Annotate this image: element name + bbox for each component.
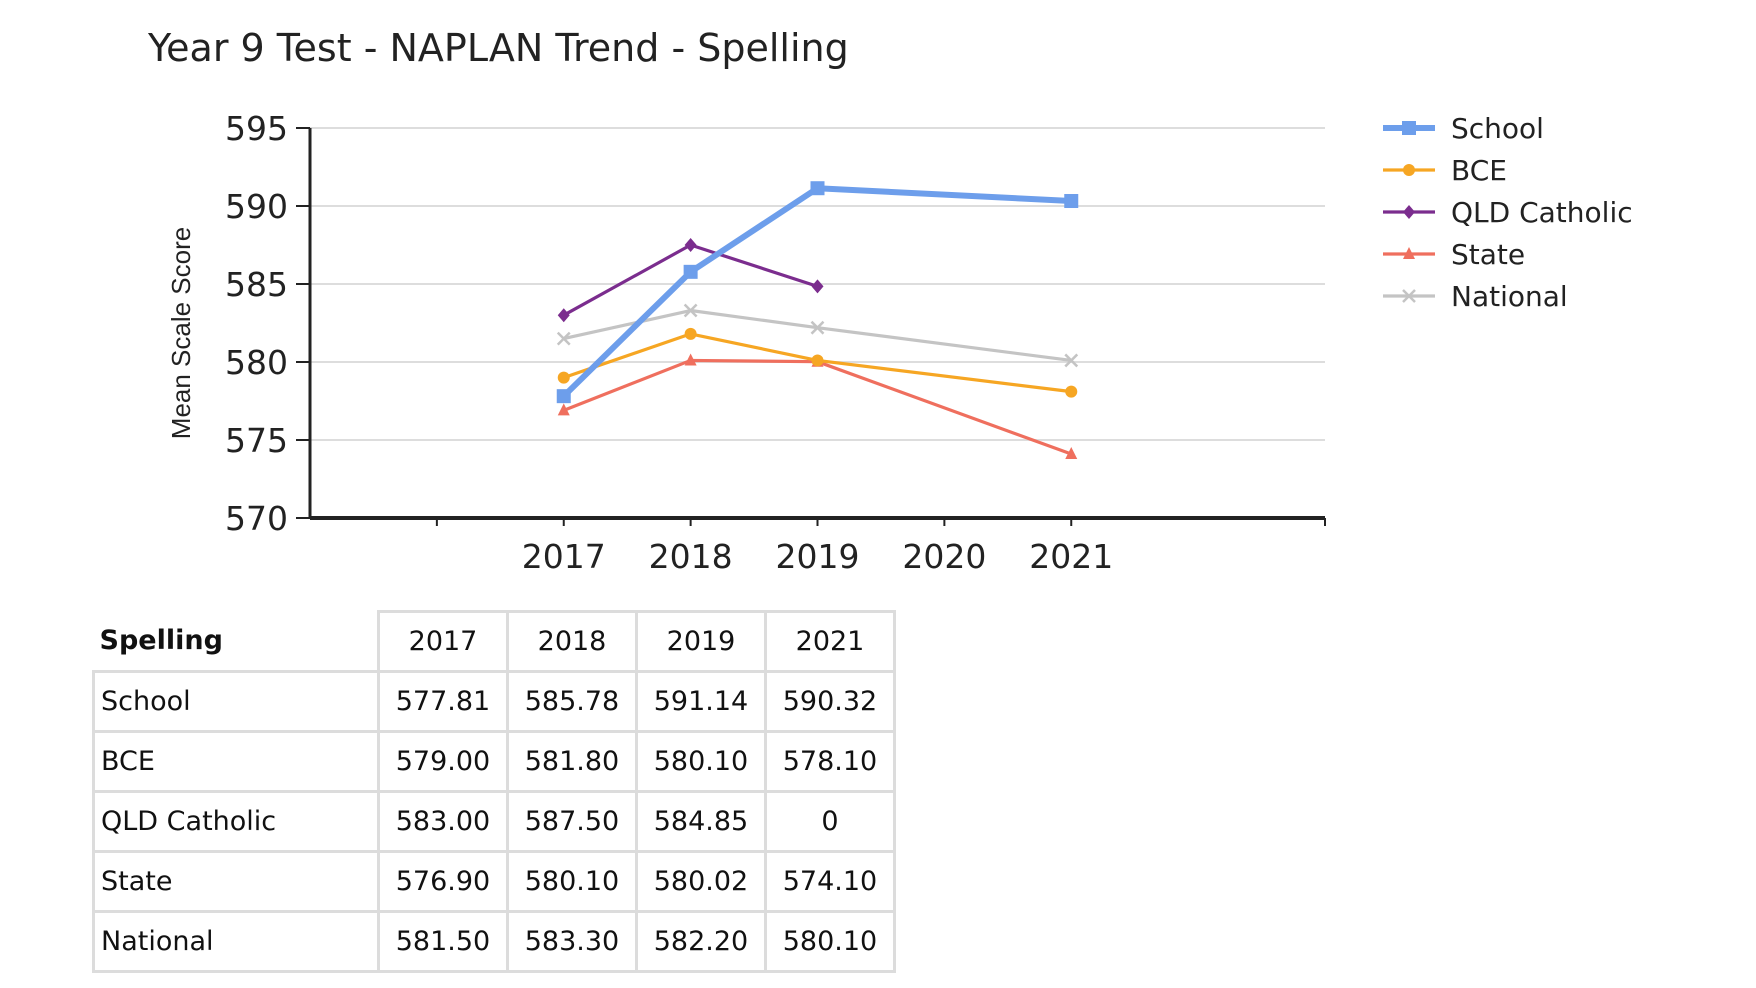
table-cell: 576.90 — [377, 850, 509, 913]
data-point — [684, 327, 697, 340]
data-point — [1064, 194, 1079, 209]
table-cell: 578.10 — [764, 730, 896, 793]
data-point — [1403, 164, 1415, 176]
data-point-stroke — [556, 331, 571, 346]
legend-label: School — [1451, 112, 1544, 145]
legend-item: National — [1383, 280, 1568, 313]
table-cell: 579.00 — [377, 730, 509, 793]
data-point — [556, 331, 571, 346]
table-row: QLD Catholic 583.00 587.50 584.85 0 — [92, 790, 896, 853]
y-tick-label: 580 — [225, 343, 288, 382]
table-cell: 580.02 — [635, 850, 767, 913]
data-point — [1064, 353, 1079, 368]
series-lines — [556, 181, 1079, 460]
data-point — [1065, 385, 1078, 398]
chart-title: Year 9 Test - NAPLAN Trend - Spelling — [148, 26, 849, 70]
table-column-header: 2019 — [635, 610, 767, 673]
table-cell: 574.10 — [764, 850, 896, 913]
data-point — [811, 354, 824, 367]
table-cell: 590.32 — [764, 670, 896, 733]
data-point — [557, 403, 570, 416]
data-point — [556, 389, 571, 404]
y-tick-label: 595 — [225, 109, 288, 148]
data-point — [1403, 247, 1415, 259]
table-column-header: 2017 — [377, 610, 509, 673]
table-column-header: 2018 — [506, 610, 638, 673]
table-row: National 581.50 583.30 582.20 580.10 — [92, 910, 896, 973]
data-point — [683, 264, 698, 279]
data-point — [557, 308, 570, 323]
table-row: BCE 579.00 581.80 580.10 578.10 — [92, 730, 896, 793]
line-chart: 570 575 580 585 590 595 2017 2018 2019 2020 2021 Me… — [166, 109, 1633, 576]
table-column-header: 2021 — [764, 610, 896, 673]
table-corner-label: Spelling — [99, 625, 223, 657]
data-point — [1402, 121, 1416, 135]
table-cell: 577.81 — [377, 670, 509, 733]
table-row-label: National — [92, 910, 380, 973]
table-row-label: QLD Catholic — [92, 790, 380, 853]
legend-label: QLD Catholic — [1451, 196, 1633, 229]
series-line-national — [563, 308, 1072, 363]
x-tick-label: 2021 — [1029, 537, 1113, 576]
table-header-row: Spelling 2017 2018 2019 2021 — [94, 610, 896, 673]
y-tick-label: 585 — [225, 265, 288, 304]
data-point — [810, 181, 825, 196]
legend-label: BCE — [1451, 154, 1507, 187]
data-point-stroke — [1402, 289, 1416, 303]
y-tick-label: 590 — [225, 187, 288, 226]
table-cell: 581.50 — [377, 910, 509, 973]
y-tick-label: 575 — [225, 421, 288, 460]
table-cell: 583.30 — [506, 910, 638, 973]
table-row-label: State — [92, 850, 380, 913]
legend-item: School — [1383, 112, 1544, 145]
data-point — [684, 353, 697, 366]
table-cell: 584.85 — [635, 790, 767, 853]
table-row-label: School — [92, 670, 380, 733]
data-point — [557, 371, 570, 384]
table-cell: 583.00 — [377, 790, 509, 853]
table-body: School 577.81 585.78 591.14 590.32 BCE 579.00 5… — [92, 670, 896, 973]
table-cell: 580.10 — [506, 850, 638, 913]
table-cell: 582.20 — [635, 910, 767, 973]
series-line-school — [561, 185, 1072, 399]
table-cell: 581.80 — [506, 730, 638, 793]
x-tick-label: 2017 — [522, 537, 606, 576]
y-tick-label: 570 — [225, 499, 288, 538]
table-cell: 580.10 — [764, 910, 896, 973]
x-tick-label: 2020 — [902, 537, 986, 576]
table-row: State 576.90 580.10 580.02 574.10 — [92, 850, 896, 913]
data-point — [1065, 447, 1078, 460]
legend-item: QLD Catholic — [1383, 196, 1633, 229]
data-point — [683, 303, 698, 318]
table-cell: 591.14 — [635, 670, 767, 733]
data-point — [1402, 289, 1416, 303]
legend-item: State — [1383, 238, 1525, 271]
legend-label: State — [1451, 238, 1525, 271]
data-point — [684, 238, 697, 252]
legend-label: National — [1451, 280, 1568, 313]
data-point — [811, 279, 824, 294]
table-cell: 0 — [764, 790, 896, 853]
table-cell: 587.50 — [506, 790, 638, 853]
data-point-stroke — [810, 320, 825, 335]
data-point-stroke — [1064, 353, 1079, 368]
series-line-bce — [563, 332, 1072, 394]
y-axis-label: Mean Scale Score — [166, 227, 196, 439]
table-row: School 577.81 585.78 591.14 590.32 — [92, 670, 896, 733]
data-point — [1403, 205, 1415, 219]
axes: 570 575 580 585 590 595 2017 2018 2019 2020 2021 Me… — [166, 109, 1326, 576]
table-cell: 580.10 — [635, 730, 767, 793]
x-tick-label: 2018 — [649, 537, 733, 576]
legend: School BCE QLD Catholic State National — [1383, 112, 1633, 313]
data-point-stroke — [683, 303, 698, 318]
table-row-label: BCE — [92, 730, 380, 793]
series-line-qld-catholic — [562, 243, 818, 317]
x-tick-label: 2019 — [776, 537, 860, 576]
series-line-state — [563, 358, 1072, 456]
table-cell: 585.78 — [506, 670, 638, 733]
data-point — [810, 320, 825, 335]
legend-item: BCE — [1383, 154, 1507, 187]
data-table: Spelling 2017 2018 2019 2021 School 577.81 58… — [92, 610, 896, 973]
